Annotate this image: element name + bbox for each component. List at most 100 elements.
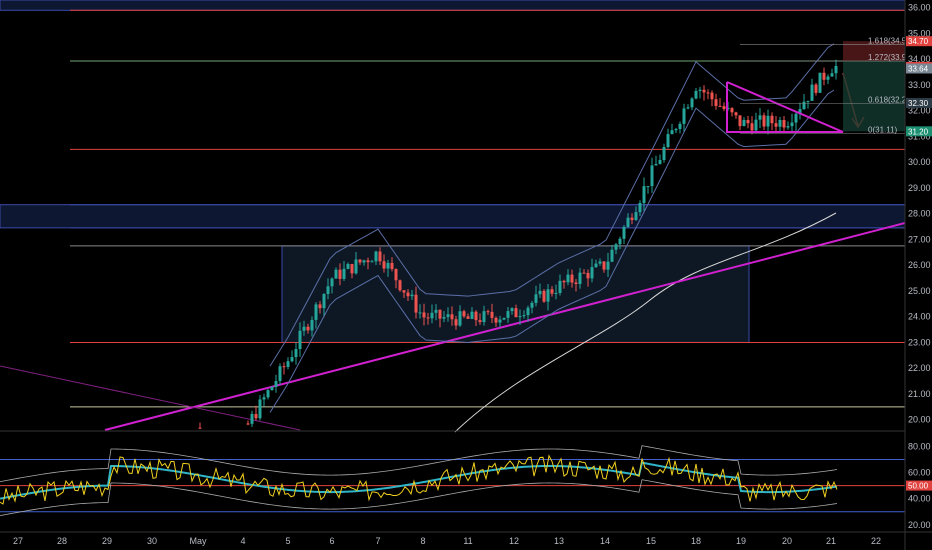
candle-body xyxy=(494,317,498,323)
candle-body xyxy=(274,381,278,387)
x-tick-label: 27 xyxy=(13,536,23,546)
candle-body xyxy=(818,72,822,93)
y-tick-label: 28.00 xyxy=(908,209,931,219)
price-tag-label: 34.70 xyxy=(908,37,929,46)
candle-body xyxy=(626,217,630,227)
candle-body xyxy=(326,286,330,294)
candle-body xyxy=(502,317,506,320)
candle-body xyxy=(290,357,294,362)
candle-body xyxy=(738,115,742,127)
candle-body xyxy=(742,119,746,127)
candle-body xyxy=(686,107,690,109)
candle-body xyxy=(434,309,438,313)
candle-body xyxy=(282,366,286,368)
rsi-y-tick-label: 20.00 xyxy=(908,520,931,530)
x-tick-label: 21 xyxy=(826,536,836,546)
candle-body xyxy=(826,76,830,80)
candle-body xyxy=(654,163,658,166)
candle-body xyxy=(454,319,458,326)
candle-body xyxy=(514,308,518,318)
rsi-value-tag-label: 50.00 xyxy=(908,482,929,491)
candle-body xyxy=(702,89,706,93)
target-box-green xyxy=(843,61,905,132)
candle-body xyxy=(706,92,710,94)
rsi-line xyxy=(0,454,838,505)
candles xyxy=(198,59,838,429)
zone-band xyxy=(0,204,906,229)
y-tick-label: 36.00 xyxy=(908,3,931,13)
candle-body xyxy=(774,123,778,127)
y-tick-label: 26.00 xyxy=(908,260,931,270)
candle-body xyxy=(254,413,258,419)
candle-body xyxy=(806,100,810,102)
candle-body xyxy=(750,123,754,131)
candle-body xyxy=(554,292,558,294)
price-tag-label: 33.64 xyxy=(908,64,929,73)
y-tick-label: 33.00 xyxy=(908,80,931,90)
x-tick-label: 8 xyxy=(420,536,425,546)
x-tick-label: 14 xyxy=(600,536,610,546)
candle-body xyxy=(618,238,622,245)
candle-body xyxy=(350,264,354,274)
candle-body xyxy=(730,108,734,113)
y-tick-label: 23.00 xyxy=(908,337,931,347)
candle-body xyxy=(698,89,702,91)
candle-body xyxy=(830,73,834,77)
y-tick-label: 27.00 xyxy=(908,234,931,244)
x-tick-label: 7 xyxy=(375,536,380,546)
candle-body xyxy=(422,312,426,318)
candle-body xyxy=(318,304,322,309)
candle-body xyxy=(710,92,714,100)
rsi-band-lower xyxy=(0,479,838,517)
candle-body xyxy=(790,122,794,127)
candle-body xyxy=(346,264,350,269)
candle-body xyxy=(558,280,562,293)
price-tag xyxy=(906,36,932,47)
candle-body xyxy=(330,278,334,287)
x-tick-label: 19 xyxy=(736,536,746,546)
x-tick-label: 6 xyxy=(329,536,334,546)
candle-body xyxy=(662,147,666,161)
range-box xyxy=(281,245,750,343)
candle-body xyxy=(430,312,434,319)
candle-body xyxy=(278,366,282,382)
candle-body xyxy=(466,316,470,319)
candle-body xyxy=(322,293,326,309)
x-tick-label: 18 xyxy=(691,536,701,546)
candle-body xyxy=(382,261,386,269)
candle-body xyxy=(398,280,402,291)
fib-label: 0.618(32.28) xyxy=(868,96,914,105)
candle-body xyxy=(786,126,790,128)
candle-body xyxy=(650,165,654,187)
price-tag-label: 31.20 xyxy=(908,127,929,136)
old-trendline xyxy=(0,365,301,431)
candle-body xyxy=(566,274,570,283)
x-tick-label: May xyxy=(189,536,207,546)
candle-body xyxy=(666,134,670,148)
candle-body xyxy=(534,294,538,303)
candle-body xyxy=(498,319,502,323)
x-tick-label: 20 xyxy=(782,536,792,546)
candle-body xyxy=(286,361,290,367)
candle-body xyxy=(402,290,406,293)
y-tick-label: 35.00 xyxy=(908,28,931,38)
candle-body xyxy=(362,260,366,263)
price-tag xyxy=(906,126,932,137)
candle-body xyxy=(510,308,514,312)
candle-body xyxy=(258,399,262,419)
candle-body xyxy=(262,397,266,400)
candle-body xyxy=(758,115,762,120)
candle-body xyxy=(546,289,550,302)
fib-label: 1.618(34.57) xyxy=(868,37,914,46)
y-tick-label: 24.00 xyxy=(908,312,931,322)
candle-body xyxy=(634,212,638,221)
candle-body xyxy=(714,99,718,106)
candle-body xyxy=(410,294,414,297)
candle-body xyxy=(694,90,698,99)
y-tick-label: 32.00 xyxy=(908,106,931,116)
x-tick-label: 30 xyxy=(147,536,157,546)
candle-body xyxy=(582,272,586,274)
candle-body xyxy=(602,261,606,270)
candle-body xyxy=(306,326,310,331)
